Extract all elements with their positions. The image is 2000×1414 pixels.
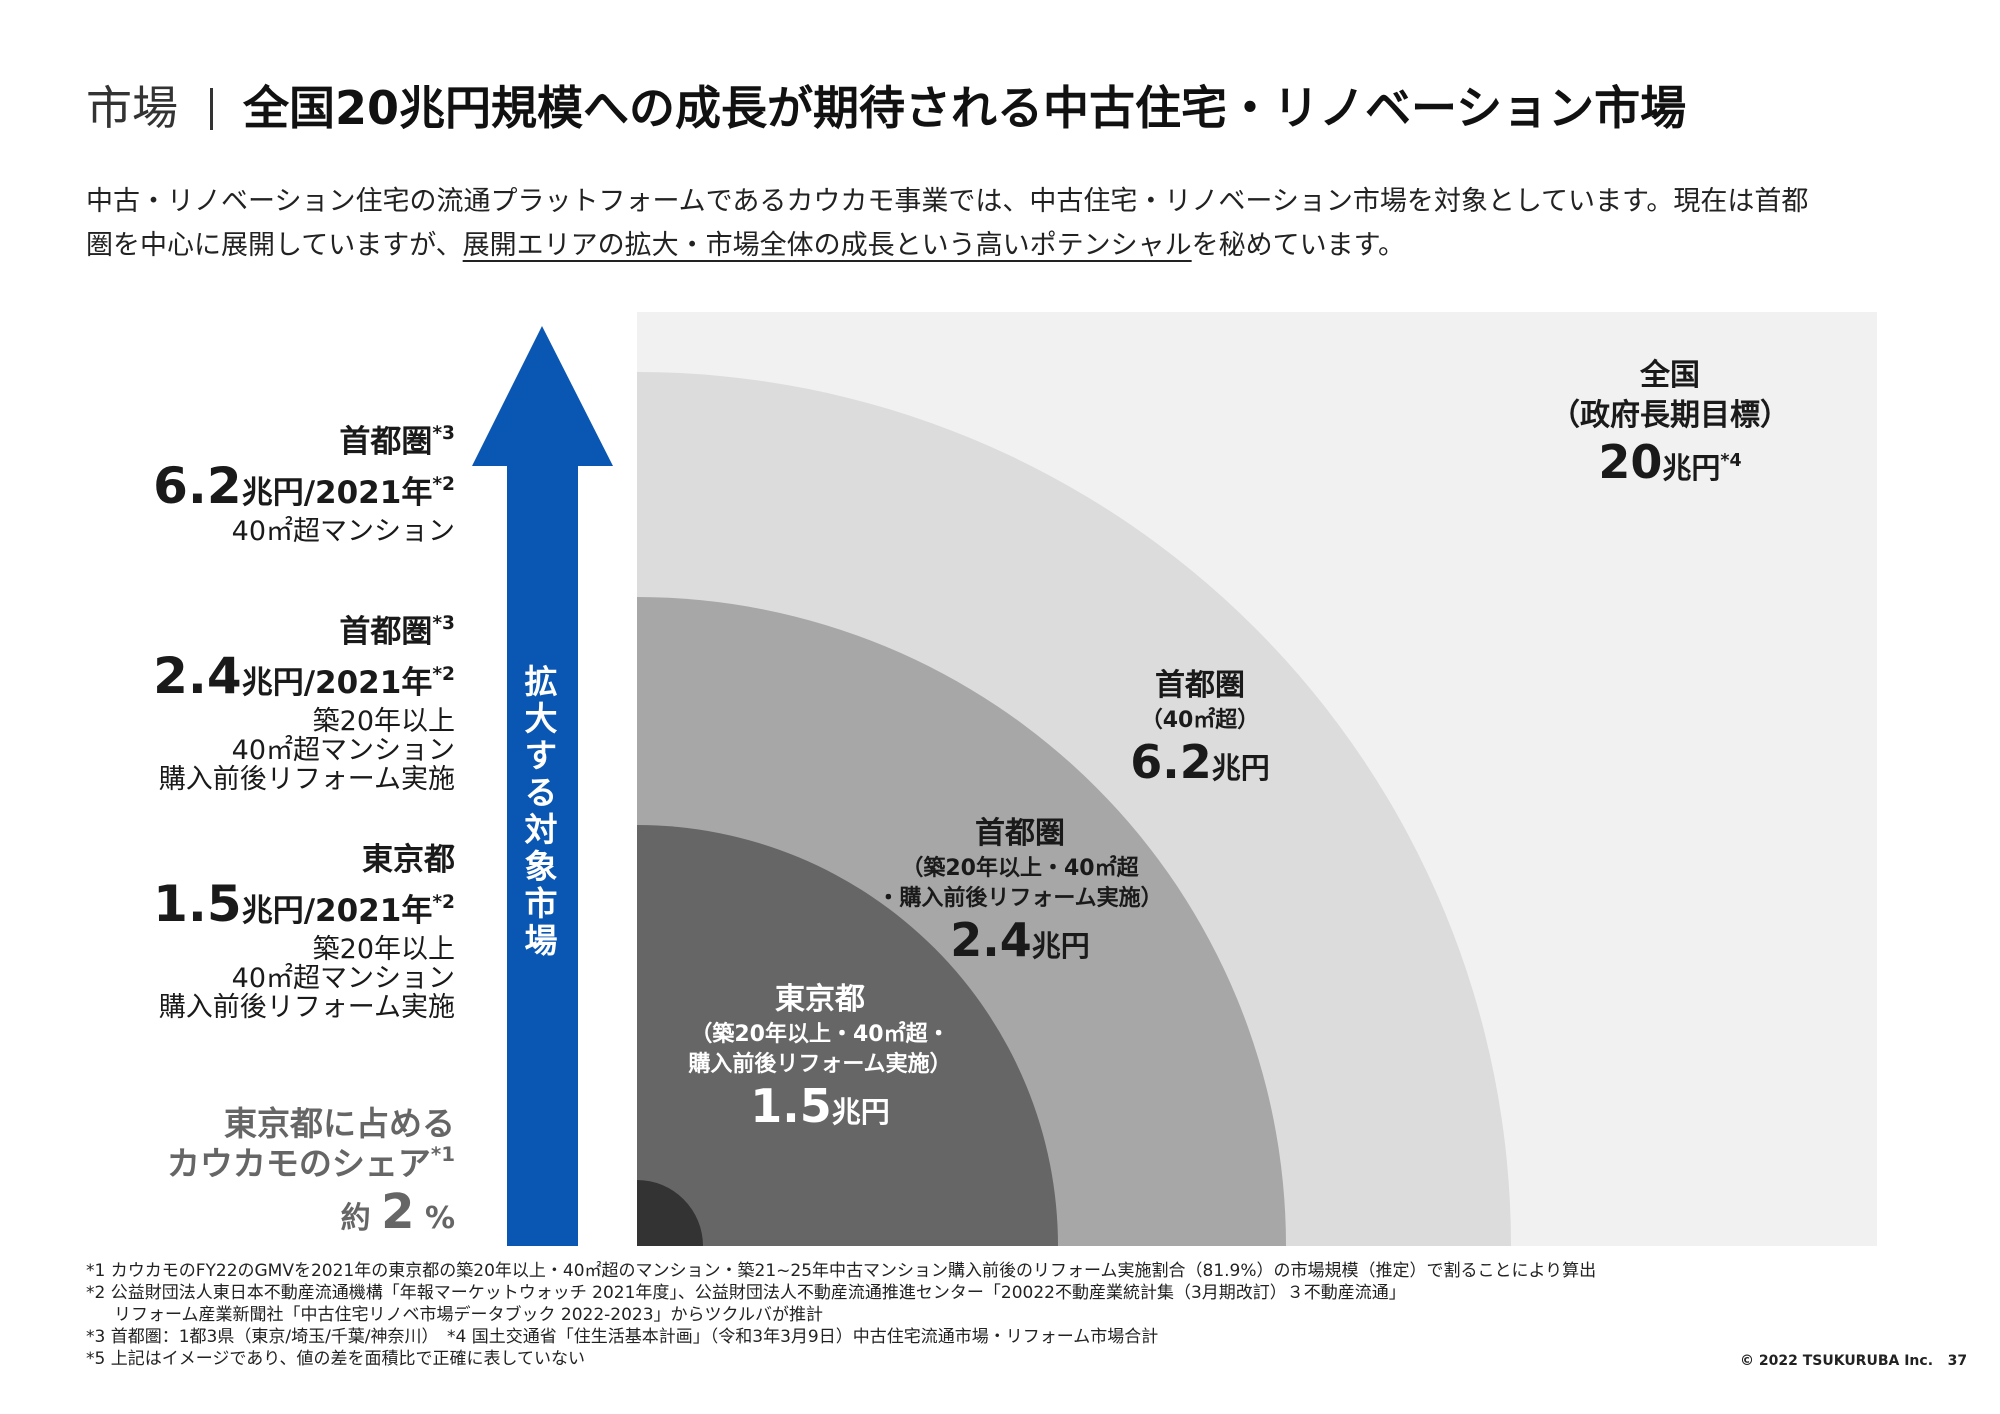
footnote: *5 上記はイメージであり、値の差を面積比で正確に表していない xyxy=(86,1349,586,1369)
intro-line-2a: 圏を中心に展開していますが、 xyxy=(86,230,463,261)
ring-label-tokyo: 東京都 （築20年以上・40㎡超・ 購入前後リフォーム実施） 1.5兆円 xyxy=(660,980,980,1138)
left-label-shutoken-20: 首都圏*3 2.4兆円/2021年*2 築20年以上 40㎡超マンション 購入前… xyxy=(153,612,455,794)
left-label-desc: 購入前後リフォーム実施 xyxy=(158,764,455,795)
left-label-desc: 40㎡超マンション xyxy=(231,516,455,547)
left-label-shutoken-40: 首都圏*3 6.2兆円/2021年*2 40㎡超マンション xyxy=(153,422,455,546)
arrow-head xyxy=(472,326,613,466)
ring-label-value: 2.4兆円 xyxy=(950,913,1090,967)
footnotes: *1 カウカモのFY22のGMVを2021年の東京都の築20年以上・40㎡超のマ… xyxy=(86,1260,1596,1370)
intro-paragraph: 中古・リノベーション住宅の流通プラットフォームであるカウカモ事業では、中古住宅・… xyxy=(86,180,1926,268)
ring-shutoken-20 xyxy=(637,825,1058,1246)
left-label-value: 6.2兆円/2021年*2 xyxy=(153,457,455,515)
footnote: *2 公益財団法人東日本不動産流通機構「年報マーケットウォッチ 2021年度」、… xyxy=(86,1283,1406,1303)
copyright-text: © 2022 TSUKURUBA Inc. xyxy=(1740,1353,1934,1369)
ring-label-shutoken-20: 首都圏 （築20年以上・40㎡超 ・購入前後リフォーム実施） 2.4兆円 xyxy=(860,814,1180,972)
left-label-desc: 購入前後リフォーム実施 xyxy=(158,992,455,1023)
ring-label-area: 首都圏 xyxy=(1155,668,1245,703)
arrow-shaft xyxy=(507,462,578,1246)
ring-label-sub: （築20年以上・40㎡超 xyxy=(901,856,1139,881)
left-label-desc: 築20年以上 xyxy=(312,934,455,965)
ring-label-sub: ・購入前後リフォーム実施） xyxy=(877,886,1163,911)
ring-label-shutoken-40: 首都圏 （40㎡超） 6.2兆円 xyxy=(1080,666,1320,794)
share-value: 約 2 % xyxy=(340,1184,455,1240)
footnote: *1 カウカモのFY22のGMVを2021年の東京都の築20年以上・40㎡超のマ… xyxy=(86,1261,1597,1281)
footnote: リフォーム産業新聞社「中古住宅リノベ市場データブック 2022-2023」からツ… xyxy=(114,1305,824,1325)
page-number: 37 xyxy=(1947,1353,1968,1369)
intro-line-1: 中古・リノベーション住宅の流通プラットフォームであるカウカモ事業では、中古住宅・… xyxy=(86,186,1809,217)
ring-label-value: 1.5兆円 xyxy=(750,1079,890,1133)
copyright: © 2022 TSUKURUBA Inc. 37 xyxy=(1740,1353,1967,1369)
ring-label-value: 20兆円*4 xyxy=(1598,435,1742,489)
headline: 全国20兆円規模への成長が期待される中古住宅・リノベーション市場 xyxy=(243,81,1687,135)
share-label-1: 東京都に占める xyxy=(224,1104,455,1143)
left-label-area: 首都圏*3 xyxy=(339,422,455,460)
share-label-2: カウカモのシェア*1 xyxy=(166,1143,455,1183)
ring-label-sub: （政府長期目標） xyxy=(1550,398,1790,433)
left-label-desc: 40㎡超マンション xyxy=(231,963,455,994)
ring-label-nationwide: 全国 （政府長期目標） 20兆円*4 xyxy=(1520,356,1820,494)
section-label: 市場 xyxy=(86,81,178,135)
title-divider xyxy=(210,88,213,130)
left-label-area: 東京都 xyxy=(362,842,455,878)
intro-line-2b: を秘めています。 xyxy=(1191,230,1405,261)
kaukamo-share: 東京都に占める カウカモのシェア*1 約 2 % xyxy=(167,1104,455,1247)
left-label-tokyo: 東京都 1.5兆円/2021年*2 築20年以上 40㎡超マンション 購入前後リ… xyxy=(153,840,455,1022)
footnote: *3 首都圏：1都3県（東京/埼玉/千葉/神奈川） *4 国土交通省「住生活基本… xyxy=(86,1327,1159,1347)
left-label-value: 2.4兆円/2021年*2 xyxy=(153,647,455,705)
ring-label-value: 6.2兆円 xyxy=(1130,735,1270,789)
left-label-desc: 40㎡超マンション xyxy=(231,735,455,766)
arrow-label: 拡大する対象市場 xyxy=(519,664,558,960)
ring-label-area: 全国 xyxy=(1640,358,1700,393)
intro-highlight: 展開エリアの拡大・市場全体の成長という高いポテンシャル xyxy=(462,230,1192,261)
ring-label-sub: （築20年以上・40㎡超・ xyxy=(690,1022,950,1047)
ring-label-area: 首都圏 xyxy=(975,816,1065,851)
left-label-desc: 築20年以上 xyxy=(312,706,455,737)
left-label-value: 1.5兆円/2021年*2 xyxy=(153,875,455,933)
ring-label-sub: （40㎡超） xyxy=(1140,708,1260,733)
ring-label-sub: 購入前後リフォーム実施） xyxy=(688,1052,952,1077)
ring-label-area: 東京都 xyxy=(775,982,865,1017)
page-title: 市場 全国20兆円規模への成長が期待される中古住宅・リノベーション市場 xyxy=(86,78,1686,138)
ring-kaukamo-share xyxy=(637,1180,703,1246)
left-label-area: 首都圏*3 xyxy=(339,612,455,650)
